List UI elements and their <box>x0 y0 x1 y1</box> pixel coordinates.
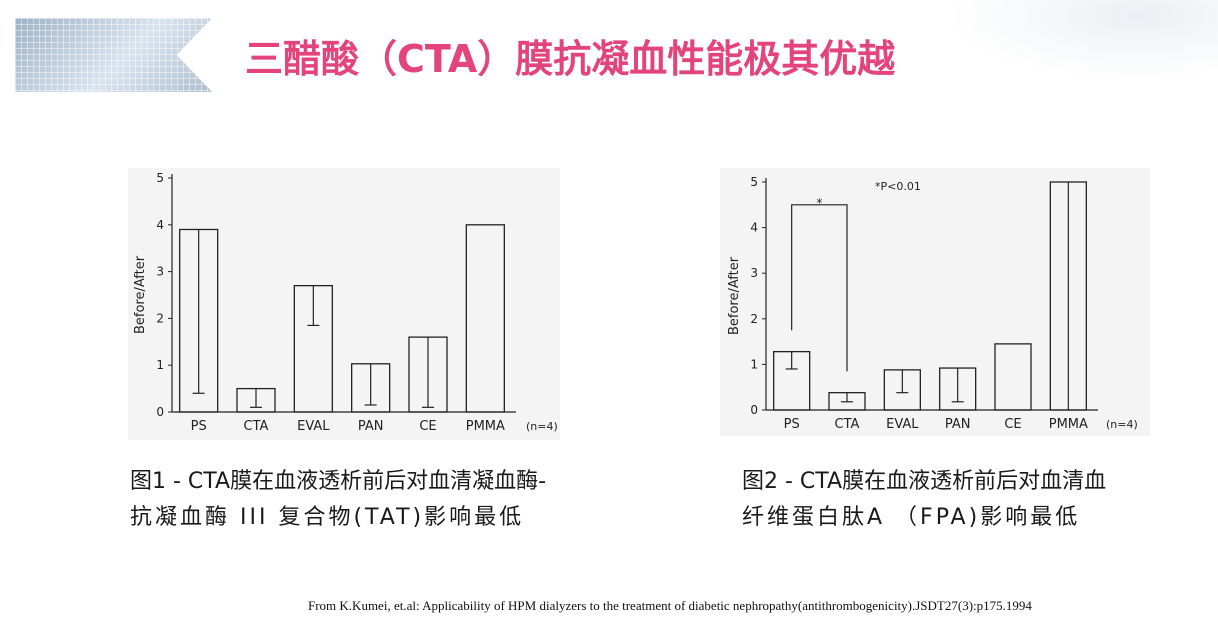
x-tick-label: PS <box>784 417 800 432</box>
x-tick-label: PAN <box>358 419 384 434</box>
bar-pmma <box>465 224 505 413</box>
figure-1-caption-line1: 图1 - CTA膜在血液透析前后对血清凝血酶- <box>130 469 547 494</box>
chart-2: 0 1 2 3 4 5 Before/After PS CTA EVAL PAN CE PMMA (n=4… <box>720 168 1150 436</box>
x-tick-label: EVAL <box>297 419 330 434</box>
y-tick-label: 0 <box>156 405 164 419</box>
page-title: 三醋酸（CTA）膜抗凝血性能极其优越 <box>245 37 896 81</box>
x-tick-label: PMMA <box>466 419 505 434</box>
chart-1: 0 1 2 3 4 5 Before/After PS CTA EVAL PAN CE PMMA (n=4… <box>128 168 560 440</box>
y-tick-label: 5 <box>156 171 164 185</box>
y-tick-label: 4 <box>156 218 164 232</box>
y-tick-label: 0 <box>750 403 758 417</box>
figure-1-caption-line2: 抗凝血酶 III 复合物(TAT)影响最低 <box>130 505 525 530</box>
y-tick-label: 3 <box>156 265 164 279</box>
bar-ce <box>994 343 1032 411</box>
chart-2-svg: 0 1 2 3 4 5 Before/After PS CTA EVAL PAN CE PMMA (n=4… <box>727 175 1138 432</box>
x-tick-label: CE <box>1004 417 1021 432</box>
figure-2-caption-line2: 纤维蛋白肽A （FPA)影响最低 <box>742 505 1081 530</box>
y-tick-label: 1 <box>156 358 164 372</box>
header-banner-decoration <box>15 18 212 92</box>
significance-bracket <box>791 204 848 372</box>
y-axis-label: Before/After <box>727 256 742 335</box>
x-tick-label: CTA <box>244 419 269 434</box>
background-decoration <box>948 0 1218 80</box>
x-tick-label: CTA <box>835 417 860 432</box>
significance-annotation: *P<0.01 <box>875 180 921 193</box>
n-label: (n=4) <box>526 420 558 433</box>
significance-marker: * <box>816 196 822 210</box>
x-tick-label: EVAL <box>886 417 919 432</box>
x-tick-label: CE <box>419 419 436 434</box>
chart-1-svg: 0 1 2 3 4 5 Before/After PS CTA EVAL PAN CE PMMA (n=4… <box>133 171 558 434</box>
figure-1-caption: 图1 - CTA膜在血液透析前后对血清凝血酶- 抗凝血酶 III 复合物(TAT… <box>130 464 546 536</box>
y-axis-label: Before/After <box>133 255 148 334</box>
y-tick-label: 1 <box>750 357 758 371</box>
bar-ps <box>179 228 219 413</box>
x-tick-label: PS <box>191 419 207 434</box>
y-tick-label: 5 <box>750 175 758 189</box>
n-label: (n=4) <box>1106 418 1138 431</box>
y-tick-label: 2 <box>156 311 164 325</box>
reference-citation: From K.Kumei, et.al: Applicability of HP… <box>308 598 1032 613</box>
x-tick-label: PMMA <box>1049 417 1088 432</box>
figure-2-caption-line1: 图2 - CTA膜在血液透析前后对血清血 <box>742 469 1107 494</box>
figure-2-caption: 图2 - CTA膜在血液透析前后对血清血 纤维蛋白肽A （FPA)影响最低 <box>742 464 1106 536</box>
y-tick-label: 4 <box>750 221 758 235</box>
y-tick-label: 3 <box>750 266 758 280</box>
y-tick-label: 2 <box>750 312 758 326</box>
x-tick-label: PAN <box>945 417 971 432</box>
